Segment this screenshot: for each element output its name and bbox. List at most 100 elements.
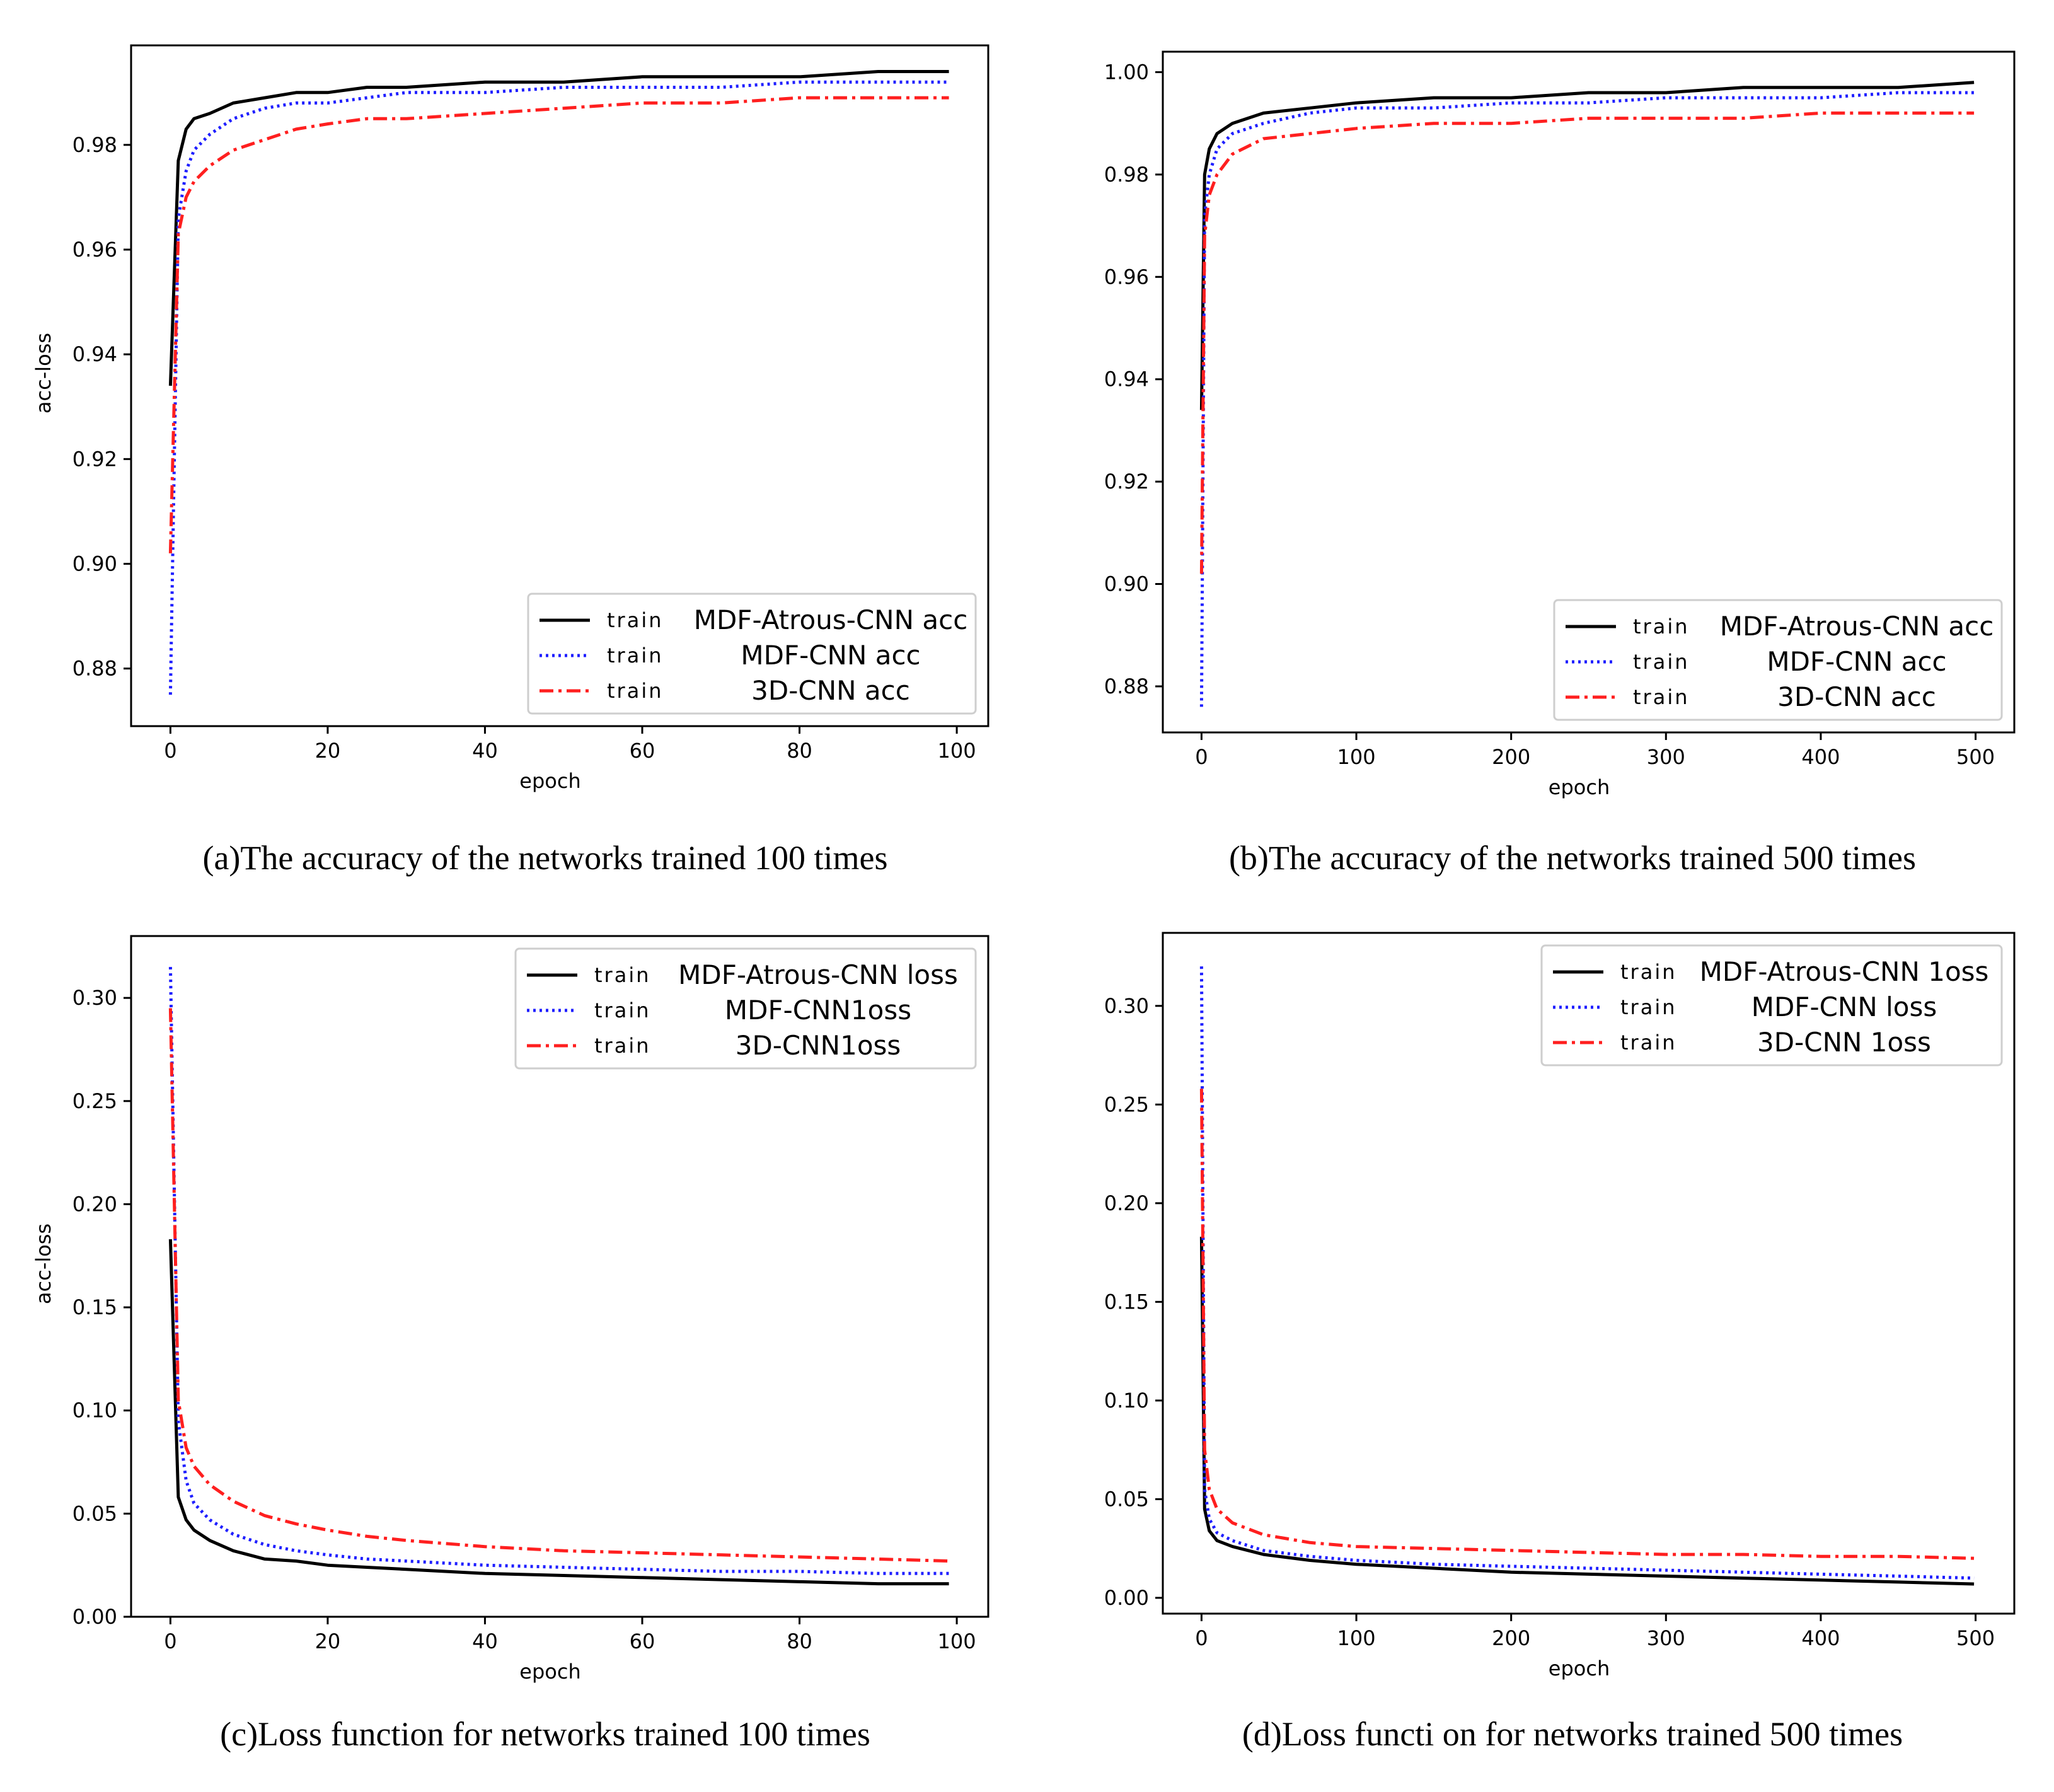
x-tick-label: 300: [1647, 1626, 1685, 1650]
x-tick-label: 100: [938, 739, 976, 763]
legend-prefix: train: [1633, 685, 1689, 709]
x-tick-label: 20: [315, 739, 341, 763]
y-tick-label: 0.92: [1104, 470, 1149, 494]
y-tick-label: 0.05: [1104, 1487, 1149, 1511]
x-tick-label: 80: [787, 739, 812, 763]
y-tick-label: 1.00: [1104, 60, 1149, 84]
y-axis-label: acc-loss: [32, 333, 55, 413]
y-tick-label: 0.10: [1104, 1389, 1149, 1413]
x-tick-label: 400: [1801, 1626, 1840, 1650]
y-tick-label: 0.00: [72, 1605, 117, 1629]
chart-panel-b: 0 100 200 300 400 500 0.88 0.90 0.92 0.94 0.96 0.98…: [1104, 50, 2016, 799]
plot-area-d: 0 100 200 300 400 500 0.00 0.05 0.10 0.15 0.20 0.25…: [1104, 932, 2016, 1680]
y-axis-label: acc-loss: [32, 1223, 55, 1304]
caption-a: (a)The accuracy of the networks trained …: [202, 839, 888, 877]
y-tick-label: 0.96: [1104, 265, 1149, 289]
plot-area-b: 0 100 200 300 400 500 0.88 0.90 0.92 0.94 0.96 0.98…: [1104, 50, 2016, 799]
x-tick-label: 500: [1956, 745, 1995, 769]
y-tick-label: 0.30: [72, 986, 117, 1010]
series-line-mdf-atrous-cnn-1oss: [1199, 1237, 1975, 1586]
series-line-3d-cnn-acc: [168, 96, 949, 553]
legend-prefix: train: [607, 608, 663, 632]
x-tick-label: 100: [1337, 1626, 1376, 1650]
legend-label: 3D-CNN acc: [751, 675, 910, 706]
x-tick-label: 400: [1801, 745, 1840, 769]
legend-prefix: train: [1633, 615, 1689, 639]
series-line-mdf-atrous-cnn-acc: [1199, 81, 1975, 410]
x-tick-label: 0: [1195, 1626, 1208, 1650]
series-line-3d-cnn1oss: [168, 1008, 949, 1563]
x-tick-label: 40: [472, 739, 498, 763]
y-tick-label: 0.90: [1104, 572, 1149, 596]
y-tick-label: 0.98: [72, 133, 117, 157]
y-tick-label: 0.15: [72, 1295, 117, 1319]
x-tick-label: 500: [1956, 1626, 1995, 1650]
series-line-mdf-cnn-acc: [168, 80, 949, 695]
legend-prefix: train: [1620, 960, 1676, 984]
legend-prefix: train: [1620, 995, 1676, 1019]
x-axis-label: epoch: [1549, 775, 1610, 799]
y-tick-label: 0.00: [1104, 1586, 1149, 1610]
legend-label: MDF-Atrous-CNN acc: [694, 604, 968, 635]
legend-label: 3D-CNN acc: [1777, 681, 1936, 712]
x-tick-label: 300: [1647, 745, 1685, 769]
legend-label: MDF-Atrous-CNN 1oss: [1700, 956, 1989, 987]
x-tick-label: 0: [1195, 745, 1208, 769]
y-tick-label: 0.25: [72, 1089, 117, 1113]
x-tick-label: 0: [164, 1629, 176, 1653]
y-tick-label: 0.25: [1104, 1092, 1149, 1116]
y-tick-label: 0.88: [72, 657, 117, 681]
chart-panel-d: 0 100 200 300 400 500 0.00 0.05 0.10 0.15 0.20 0.25…: [1104, 932, 2016, 1680]
x-tick-label: 200: [1492, 1626, 1530, 1650]
x-tick-label: 100: [1337, 745, 1376, 769]
legend-label: 3D-CNN1oss: [736, 1030, 901, 1061]
legend-box: [527, 593, 977, 715]
series-line-mdf-cnn1oss: [168, 967, 949, 1575]
x-tick-label: 60: [630, 1629, 655, 1653]
x-tick-label: 0: [164, 739, 176, 763]
legend-prefix: train: [607, 679, 663, 703]
y-tick-label: 0.88: [1104, 674, 1149, 698]
legend-label: MDF-Atrous-CNN acc: [1720, 611, 1994, 642]
y-tick-label: 0.20: [1104, 1191, 1149, 1215]
x-axis-label: epoch: [519, 1660, 580, 1684]
x-tick-label: 20: [315, 1629, 341, 1653]
series-line-3d-cnn-1oss: [1199, 1089, 1975, 1560]
legend-box: [514, 947, 977, 1070]
y-tick-label: 0.10: [72, 1399, 117, 1423]
y-tick-label: 0.30: [1104, 994, 1149, 1018]
legend-prefix: train: [607, 644, 663, 668]
y-tick-label: 0.96: [72, 238, 117, 262]
legend-label: MDF-CNN acc: [741, 640, 920, 671]
legend-label: MDF-Atrous-CNN loss: [678, 959, 958, 990]
plot-area-c: 0 20 40 60 80 100 0.00 0.05 0.10 0.15 0.20 0.25 0.30…: [32, 935, 989, 1684]
legend-prefix: train: [594, 998, 650, 1022]
series-line-mdf-atrous-cnn-acc: [168, 70, 949, 386]
y-tick-label: 0.92: [72, 447, 117, 471]
legend-prefix: train: [594, 1034, 650, 1058]
y-tick-label: 0.15: [1104, 1290, 1149, 1314]
legend-label: MDF-CNN1oss: [725, 995, 911, 1026]
legend-prefix: train: [1633, 650, 1689, 674]
y-tick-label: 0.94: [1104, 367, 1149, 391]
x-tick-label: 200: [1492, 745, 1530, 769]
x-tick-label: 80: [787, 1629, 812, 1653]
series-line-3d-cnn-acc: [1199, 111, 1975, 574]
legend-prefix: train: [1620, 1031, 1676, 1055]
x-tick-label: 100: [938, 1629, 976, 1653]
plot-area-a: 0 20 40 60 80 100 0.88 0.90 0.92 0.94 0.96 0.98 epoc…: [32, 44, 989, 793]
y-tick-label: 0.90: [72, 552, 117, 575]
caption-b: (b)The accuracy of the networks trained …: [1228, 839, 1917, 877]
legend-box: [1553, 599, 2003, 721]
legend-label: MDF-CNN loss: [1751, 991, 1937, 1022]
legend-label: 3D-CNN 1oss: [1757, 1027, 1931, 1058]
caption-d: (d)Loss functi on for networks trained 5…: [1242, 1715, 1903, 1753]
y-tick-label: 0.05: [72, 1501, 117, 1525]
legend-box: [1540, 944, 2003, 1067]
x-axis-label: epoch: [519, 769, 580, 793]
x-axis-label: epoch: [1549, 1656, 1610, 1680]
x-tick-label: 60: [630, 739, 655, 763]
chart-panel-a: 0 20 40 60 80 100 0.88 0.90 0.92 0.94 0.96 0.98 epoc…: [32, 44, 989, 793]
chart-panel-c: 0 20 40 60 80 100 0.00 0.05 0.10 0.15 0.20 0.25 0.30…: [32, 935, 989, 1684]
legend-label: MDF-CNN acc: [1767, 646, 1946, 677]
